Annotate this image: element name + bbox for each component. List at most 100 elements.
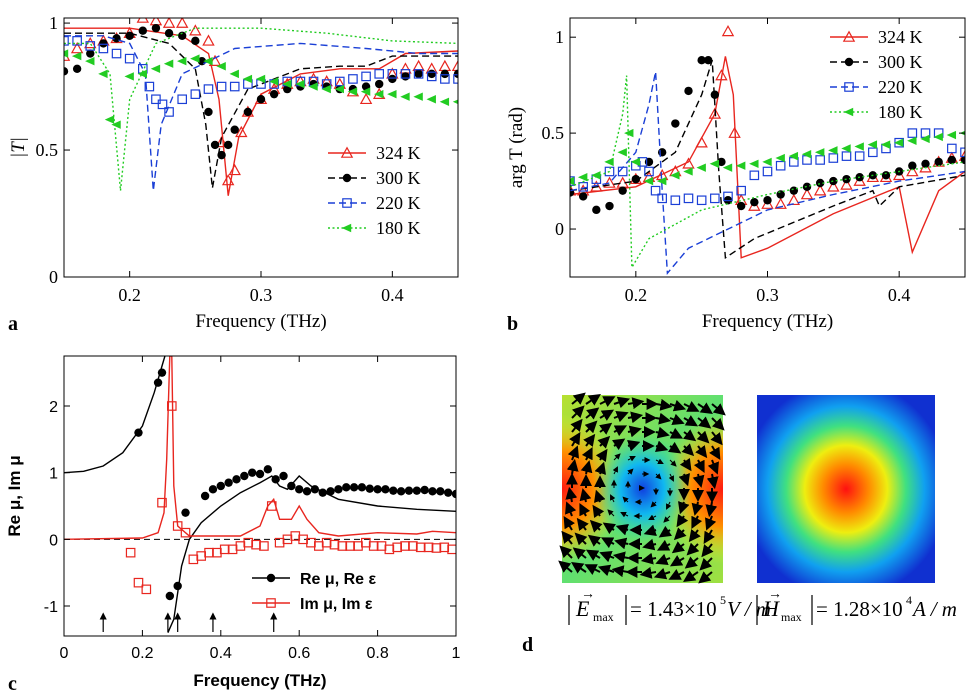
data-point — [604, 166, 615, 177]
e-field-arrow — [705, 501, 718, 518]
e-field-arrow — [576, 517, 589, 532]
data-point — [853, 174, 866, 186]
data-point — [452, 99, 458, 105]
x-tick-label: 0.4 — [210, 645, 232, 662]
data-point — [715, 69, 728, 81]
data-point — [723, 191, 733, 202]
data-point — [867, 140, 878, 149]
data-point — [329, 539, 340, 550]
data-point — [708, 107, 722, 119]
data-point — [789, 186, 799, 195]
h-caption-var: H — [762, 596, 780, 621]
data-point — [347, 87, 358, 96]
data-point — [387, 69, 398, 79]
data-point — [761, 197, 774, 209]
data-point — [310, 485, 320, 494]
e-field-arrow — [648, 514, 657, 520]
data-point — [200, 491, 210, 501]
data-point — [400, 541, 410, 551]
data-point — [722, 163, 733, 172]
data-point — [357, 483, 367, 492]
data-point — [376, 541, 387, 551]
data-point — [167, 401, 177, 411]
data-point — [840, 178, 853, 190]
e-field-arrow — [581, 446, 593, 461]
data-point — [880, 140, 891, 149]
data-point — [440, 69, 450, 79]
e-field-arrow — [682, 429, 697, 442]
data-point — [404, 486, 414, 495]
data-point — [735, 161, 746, 170]
data-point — [802, 182, 812, 192]
data-point — [240, 471, 249, 481]
legend-marker — [266, 598, 276, 608]
data-point — [426, 71, 437, 82]
y-axis-label: arg T (rad) — [506, 107, 527, 188]
panel-label: a — [8, 313, 18, 335]
e-field-arrow — [705, 515, 717, 531]
data-point — [451, 489, 456, 499]
data-point — [697, 56, 706, 65]
data-point — [172, 521, 183, 531]
data-point — [188, 554, 199, 565]
data-point — [72, 36, 82, 46]
y-tick-label: 0 — [555, 219, 564, 239]
data-point — [426, 95, 436, 104]
series-line-3 — [64, 27, 458, 191]
e-field-arrow — [612, 551, 629, 564]
data-point — [644, 166, 654, 177]
data-point — [775, 160, 786, 171]
e-field-arrow — [691, 501, 704, 516]
data-point — [800, 188, 814, 200]
data-point — [335, 76, 345, 87]
legend-marker — [341, 223, 352, 233]
x-axis-label: Frequency (THz) — [702, 311, 833, 332]
e-field-arrow — [711, 403, 726, 416]
panel-d: E → max = 1.43×10 5 V / m H → max = 1.28… — [522, 392, 957, 656]
data-point — [605, 201, 614, 211]
e-field-arrow — [613, 396, 631, 409]
data-point — [210, 140, 220, 150]
data-point — [177, 94, 187, 105]
e-field-arrow — [570, 418, 583, 433]
legend-label: 220 K — [376, 193, 421, 213]
data-point — [165, 591, 175, 601]
x-tick-label: 0.6 — [288, 645, 310, 662]
e-field-arrow — [706, 473, 719, 490]
e-field-arrow — [607, 509, 615, 517]
data-point — [670, 195, 681, 206]
e-field-arrow — [699, 557, 713, 571]
data-point — [203, 56, 213, 66]
e-field-arrow — [594, 489, 606, 503]
x-tick-label: 0.8 — [366, 645, 388, 662]
e-field-arrow — [653, 567, 671, 580]
e-field-arrow — [569, 431, 581, 447]
data-point — [268, 77, 279, 86]
data-point — [230, 125, 239, 134]
e-field-arrow — [683, 401, 700, 412]
e-field-arrow — [655, 412, 672, 425]
data-point — [736, 201, 746, 211]
data-point — [212, 547, 222, 558]
e-field-arrow — [681, 443, 695, 457]
e-field-arrow — [695, 444, 708, 459]
e-field-arrow — [709, 445, 721, 461]
data-point — [251, 539, 261, 550]
e-caption-sub: max — [593, 610, 614, 624]
e-field-arrow — [711, 417, 725, 431]
e-field-arrow — [669, 399, 687, 412]
legend-label: 324 K — [878, 27, 923, 47]
e-field-arrow — [613, 453, 621, 461]
panel-label-d: d — [522, 634, 533, 656]
x-axis-label: Frequency (THz) — [195, 311, 326, 332]
data-point — [365, 484, 374, 493]
e-field-arrow — [667, 441, 682, 454]
data-point — [828, 153, 839, 163]
data-point — [774, 197, 787, 209]
h-caption-unit: A / m — [911, 597, 957, 621]
data-point — [578, 182, 588, 192]
data-point — [696, 163, 706, 172]
x-axis-label: Frequency (THz) — [193, 671, 326, 690]
e-field-arrow — [627, 411, 644, 424]
